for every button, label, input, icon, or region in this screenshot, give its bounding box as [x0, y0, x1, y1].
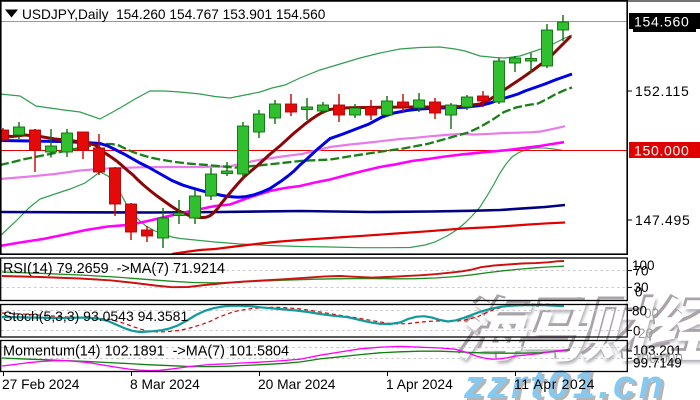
svg-text:147.495: 147.495: [635, 212, 691, 228]
svg-text:Momentum(14) 102.1891 ->MA(7): Momentum(14) 102.1891 ->MA(7) 101.5804: [3, 344, 289, 360]
svg-text:zzrt01.cn: zzrt01.cn: [463, 363, 667, 400]
svg-text:20: 20: [638, 326, 653, 341]
svg-text:30: 30: [634, 280, 649, 295]
svg-text:zzrt01.cn: zzrt01.cn: [466, 365, 670, 400]
svg-text:150.000: 150.000: [634, 142, 690, 158]
svg-text:100.000: 100.000: [634, 351, 683, 366]
svg-text:100: 100: [632, 258, 655, 273]
svg-text:103.201: 103.201: [633, 343, 682, 358]
svg-text:11 Apr 2024: 11 Apr 2024: [514, 377, 595, 392]
svg-text:152.115: 152.115: [635, 83, 689, 99]
svg-text:00: 00: [644, 306, 659, 321]
svg-text:8 Mar 2024: 8 Mar 2024: [130, 377, 200, 392]
svg-text:USDJPY,Daily 154.260 154.767: USDJPY,Daily 154.260 154.767 153.901 154…: [22, 7, 326, 22]
svg-text:1 Apr 2024: 1 Apr 2024: [386, 377, 453, 392]
svg-text:0: 0: [633, 324, 641, 339]
svg-text:0: 0: [635, 285, 643, 300]
svg-text:Stoch(5,3,3) 93.0543 94.3581: Stoch(5,3,3) 93.0543 94.3581: [3, 308, 188, 324]
svg-text:20 Mar 2024: 20 Mar 2024: [258, 377, 336, 392]
svg-text:RSI(14) 79.2659 ->MA(7) 71.92: RSI(14) 79.2659 ->MA(7) 71.9214: [3, 261, 225, 277]
svg-text:70: 70: [634, 263, 649, 278]
svg-text:80: 80: [632, 304, 647, 319]
svg-text:99.7149: 99.7149: [633, 356, 682, 371]
svg-text:27 Feb 2024: 27 Feb 2024: [2, 377, 80, 392]
svg-text:154.560: 154.560: [634, 13, 690, 29]
